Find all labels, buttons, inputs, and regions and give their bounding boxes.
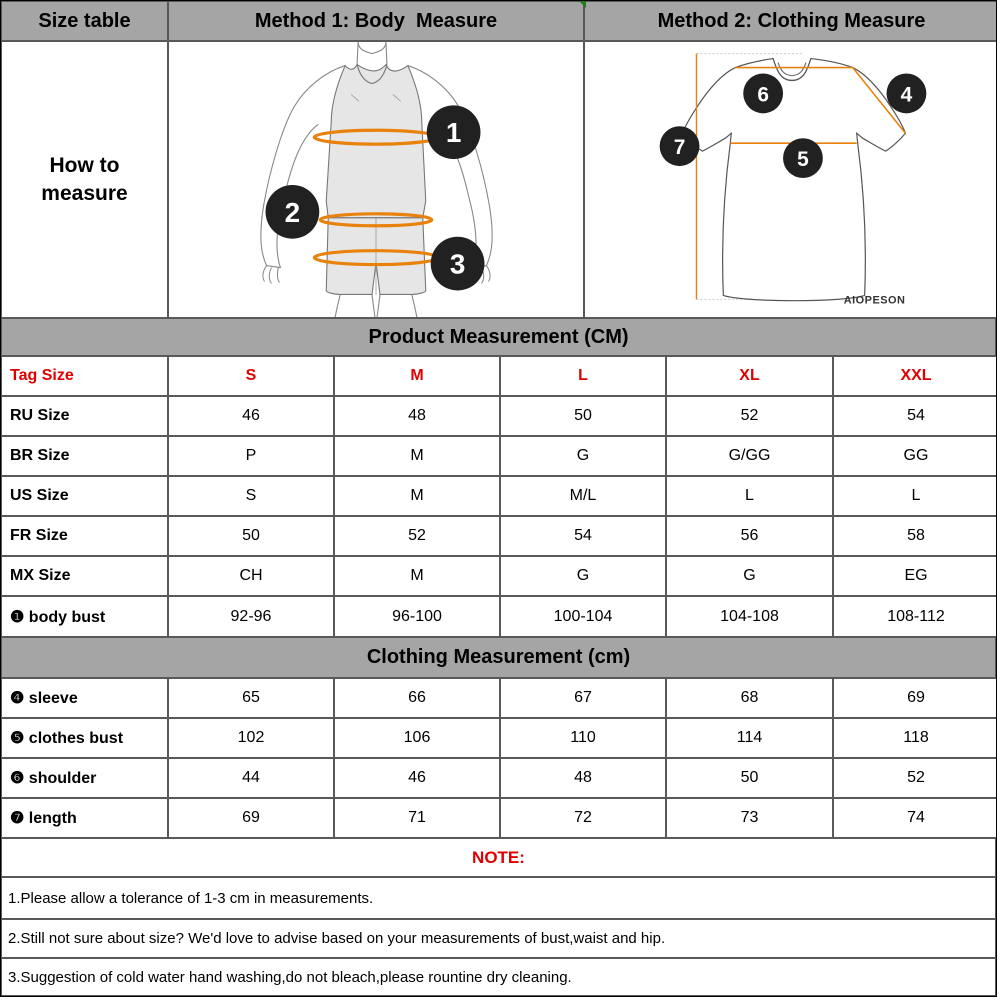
svg-text:1: 1 — [446, 117, 462, 148]
svg-text:4: 4 — [901, 83, 913, 106]
svg-text:3: 3 — [450, 249, 466, 280]
svg-text:6: 6 — [757, 83, 769, 106]
svg-text:5: 5 — [797, 148, 809, 171]
svg-text:2: 2 — [285, 197, 301, 228]
svg-text:7: 7 — [674, 136, 686, 159]
svg-text:AIOPESON: AIOPESON — [844, 294, 906, 306]
